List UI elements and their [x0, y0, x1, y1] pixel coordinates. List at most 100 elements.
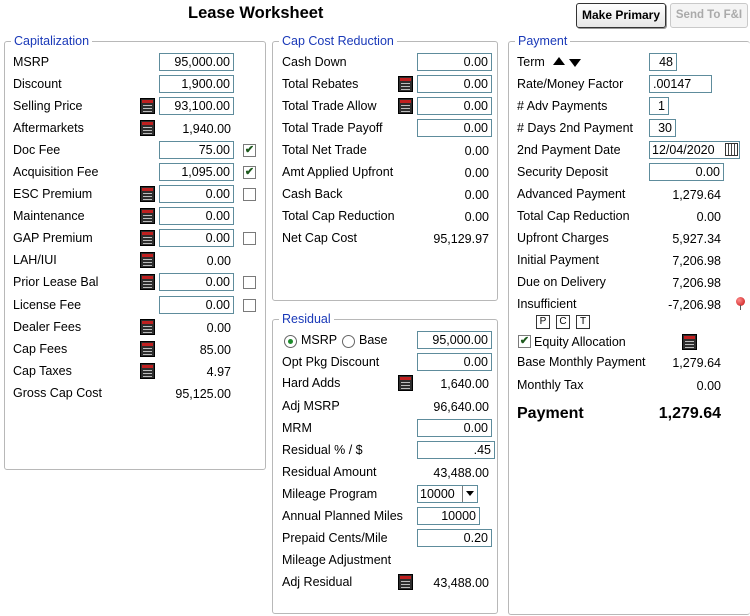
- residual-amount-label: Residual Amount: [282, 465, 377, 479]
- equity-allocation-calculator-icon[interactable]: [682, 334, 697, 350]
- capitalization-panel: Capitalization: [4, 34, 266, 470]
- page-title: Lease Worksheet: [188, 4, 324, 22]
- msrp-input[interactable]: 95,000.00: [159, 53, 234, 71]
- send-to-fi-button[interactable]: Send To F&I: [670, 3, 748, 28]
- term-label: Term: [517, 55, 545, 69]
- total-trade-allow-input[interactable]: 0.00: [417, 97, 492, 115]
- adj-residual-label: Adj Residual: [282, 575, 353, 589]
- adj-msrp-label: Adj MSRP: [282, 399, 340, 413]
- rate-money-factor-label: Rate/Money Factor: [517, 77, 624, 91]
- acquisition-fee-input[interactable]: 1,095.00: [159, 163, 234, 181]
- adj-msrp-value: 96,640.00: [433, 400, 489, 414]
- cap-taxes-label: Cap Taxes: [13, 364, 72, 378]
- esc-premium-calculator-icon[interactable]: [140, 186, 155, 202]
- days-2nd-payment-input[interactable]: 30: [649, 119, 676, 137]
- total-trade-payoff-label: Total Trade Payoff: [282, 121, 383, 135]
- chevron-down-icon[interactable]: [462, 486, 477, 502]
- c-button[interactable]: C: [556, 315, 570, 329]
- gap-premium-calculator-icon[interactable]: [140, 230, 155, 246]
- make-primary-button[interactable]: Make Primary: [576, 3, 666, 28]
- payment-panel: Payment: [508, 34, 750, 615]
- gap-premium-input[interactable]: 0.00: [159, 229, 234, 247]
- selling-price-calculator-icon[interactable]: [140, 98, 155, 114]
- total-cap-reduction-label: Total Cap Reduction: [282, 209, 395, 223]
- prepaid-cents-mile-input[interactable]: 0.20: [417, 529, 492, 547]
- mileage-program-select[interactable]: 10000: [417, 485, 478, 503]
- discount-label: Discount: [13, 77, 62, 91]
- total-net-trade-value: 0.00: [464, 144, 489, 158]
- cap-cost-reduction-panel: Cap Cost Reduction: [272, 34, 498, 301]
- cash-down-label: Cash Down: [282, 55, 347, 69]
- total-rebates-calculator-icon[interactable]: [398, 76, 413, 92]
- adj-residual-calculator-icon[interactable]: [398, 574, 413, 590]
- maintenance-input[interactable]: 0.00: [159, 207, 234, 225]
- aftermarkets-calculator-icon[interactable]: [140, 120, 155, 136]
- term-decrease-icon[interactable]: [569, 59, 581, 67]
- gross-cap-cost-label: Gross Cap Cost: [13, 386, 102, 400]
- adv-payments-input[interactable]: 1: [649, 97, 669, 115]
- residual-basis-input[interactable]: 95,000.00: [417, 331, 492, 349]
- maintenance-calculator-icon[interactable]: [140, 208, 155, 224]
- hard-adds-label: Hard Adds: [282, 376, 341, 390]
- rate-money-factor-input[interactable]: .00147: [649, 75, 712, 93]
- cash-back-value: 0.00: [464, 188, 489, 202]
- term-input[interactable]: 48: [649, 53, 677, 71]
- license-fee-checkbox[interactable]: [243, 299, 256, 312]
- upfront-charges-label: Upfront Charges: [517, 231, 609, 245]
- adv-payments-label: # Adv Payments: [517, 99, 608, 113]
- opt-pkg-discount-input[interactable]: 0.00: [417, 353, 492, 371]
- t-button[interactable]: T: [576, 315, 590, 329]
- cap-cost-reduction-legend: Cap Cost Reduction: [279, 34, 397, 49]
- calendar-icon[interactable]: [725, 143, 738, 156]
- hard-adds-calculator-icon[interactable]: [398, 375, 413, 391]
- total-rebates-input[interactable]: 0.00: [417, 75, 492, 93]
- cash-back-label: Cash Back: [282, 187, 343, 201]
- doc-fee-input[interactable]: 75.00: [159, 141, 234, 159]
- prior-lease-bal-checkbox[interactable]: [243, 276, 256, 289]
- dealer-fees-calculator-icon[interactable]: [140, 319, 155, 335]
- base-radio[interactable]: [342, 335, 355, 348]
- term-increase-icon[interactable]: [553, 57, 565, 65]
- mrm-input[interactable]: 0.00: [417, 419, 492, 437]
- security-deposit-label: Security Deposit: [517, 165, 609, 179]
- cash-down-input[interactable]: 0.00: [417, 53, 492, 71]
- second-payment-date-label: 2nd Payment Date: [517, 143, 621, 157]
- acquisition-fee-checkbox[interactable]: ✔: [243, 166, 256, 179]
- total-trade-allow-calculator-icon[interactable]: [398, 98, 413, 114]
- payment-total-cap-reduction-value: 0.00: [696, 210, 721, 224]
- residual-amount-value: 43,488.00: [433, 466, 489, 480]
- residual-panel: Residual: [272, 312, 498, 614]
- residual-pct-label: Residual % / $: [282, 443, 363, 457]
- selling-price-input[interactable]: 93,100.00: [159, 97, 234, 115]
- prior-lease-bal-input[interactable]: 0.00: [159, 273, 234, 291]
- license-fee-input[interactable]: 0.00: [159, 296, 234, 314]
- alert-pin-icon[interactable]: [736, 297, 745, 310]
- net-cap-cost-label: Net Cap Cost: [282, 231, 358, 245]
- doc-fee-checkbox[interactable]: ✔: [243, 144, 256, 157]
- capitalization-legend: Capitalization: [11, 34, 93, 49]
- esc-premium-checkbox[interactable]: [243, 188, 256, 201]
- p-button[interactable]: P: [536, 315, 550, 329]
- cap-taxes-calculator-icon[interactable]: [140, 363, 155, 379]
- residual-pct-input[interactable]: .45: [417, 441, 495, 459]
- second-payment-date-input[interactable]: 12/04/2020: [649, 141, 740, 159]
- cap-taxes-value: 4.97: [206, 365, 231, 379]
- cap-fees-calculator-icon[interactable]: [140, 341, 155, 357]
- payment-total-value: 1,279.64: [658, 405, 721, 422]
- msrp-radio[interactable]: [284, 335, 297, 348]
- annual-planned-miles-input[interactable]: 10000: [417, 507, 480, 525]
- discount-input[interactable]: 1,900.00: [159, 75, 234, 93]
- annual-planned-miles-label: Annual Planned Miles: [282, 509, 403, 523]
- aftermarkets-label: Aftermarkets: [13, 121, 84, 135]
- equity-allocation-checkbox[interactable]: ✔: [518, 335, 531, 348]
- initial-payment-value: 7,206.98: [672, 254, 721, 268]
- gap-premium-checkbox[interactable]: [243, 232, 256, 245]
- aftermarkets-value: 1,940.00: [182, 122, 231, 136]
- lah-iui-calculator-icon[interactable]: [140, 252, 155, 268]
- monthly-tax-value: 0.00: [696, 379, 721, 393]
- prior-lease-bal-calculator-icon[interactable]: [140, 274, 155, 290]
- esc-premium-input[interactable]: 0.00: [159, 185, 234, 203]
- security-deposit-input[interactable]: 0.00: [649, 163, 724, 181]
- total-trade-payoff-input[interactable]: 0.00: [417, 119, 492, 137]
- due-on-delivery-value: 7,206.98: [672, 276, 721, 290]
